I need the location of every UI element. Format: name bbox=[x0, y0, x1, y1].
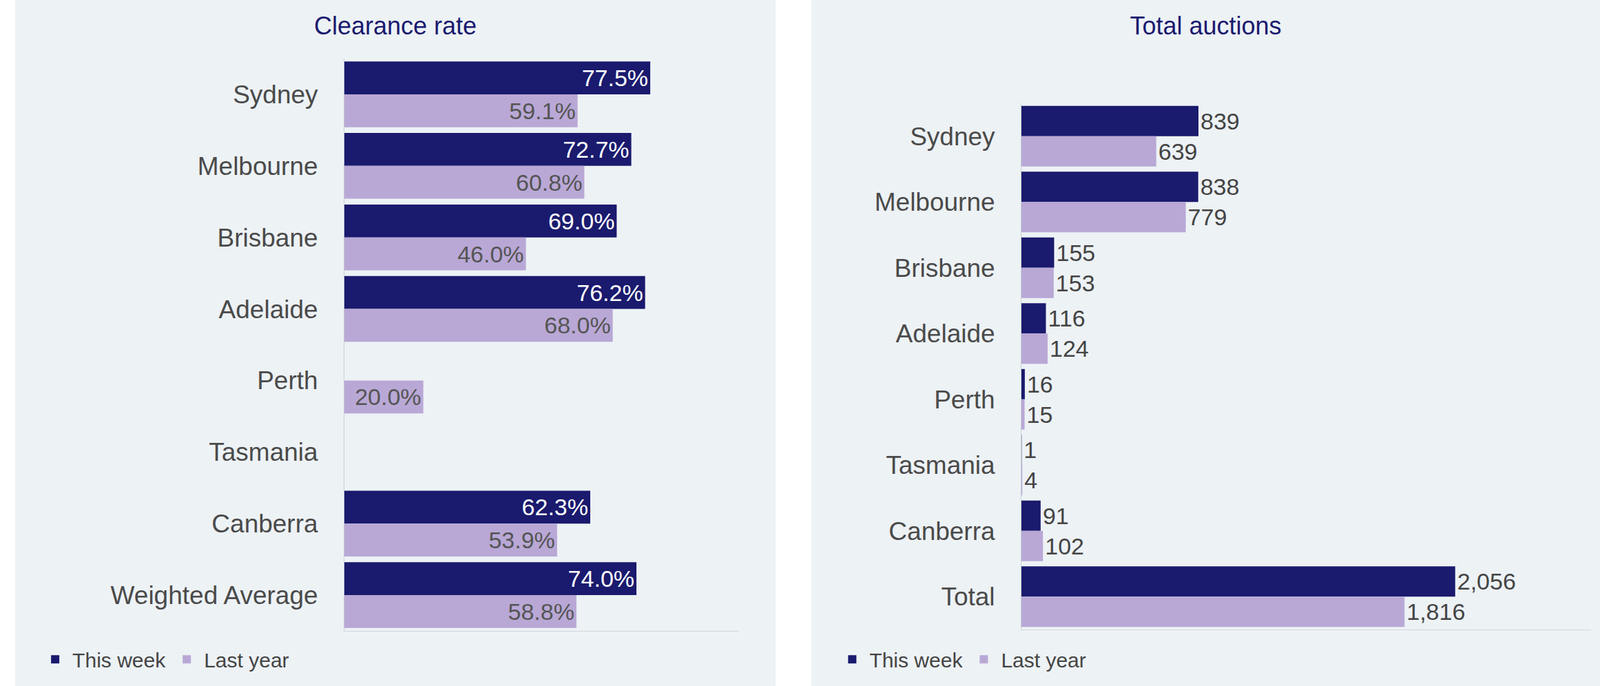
svg-text:74.0%: 74.0% bbox=[568, 565, 635, 592]
svg-text:60.8%: 60.8% bbox=[515, 169, 583, 196]
svg-text:Brisbane: Brisbane bbox=[894, 254, 996, 283]
svg-text:53.9%: 53.9% bbox=[488, 526, 555, 554]
svg-text:91: 91 bbox=[1042, 502, 1069, 529]
svg-text:Adelaide: Adelaide bbox=[219, 295, 319, 324]
svg-text:839: 839 bbox=[1200, 108, 1240, 135]
svg-text:2,056: 2,056 bbox=[1457, 568, 1516, 595]
svg-text:Perth: Perth bbox=[256, 366, 318, 395]
svg-text:1,816: 1,816 bbox=[1406, 598, 1466, 625]
svg-text:This week: This week bbox=[72, 648, 166, 672]
svg-text:153: 153 bbox=[1055, 269, 1096, 297]
svg-text:15: 15 bbox=[1026, 401, 1054, 428]
svg-text:779: 779 bbox=[1188, 203, 1228, 231]
svg-text:72.7%: 72.7% bbox=[562, 136, 629, 163]
svg-text:76.2%: 76.2% bbox=[576, 279, 643, 306]
svg-text:59.1%: 59.1% bbox=[508, 97, 576, 124]
svg-text:Canberra: Canberra bbox=[888, 517, 996, 546]
svg-text:Total auctions: Total auctions bbox=[1129, 11, 1282, 40]
svg-text:Tasmania: Tasmania bbox=[208, 438, 319, 467]
svg-text:Melbourne: Melbourne bbox=[874, 188, 996, 217]
svg-text:Brisbane: Brisbane bbox=[217, 223, 319, 253]
svg-text:Melbourne: Melbourne bbox=[197, 152, 319, 181]
svg-text:58.8%: 58.8% bbox=[508, 598, 575, 625]
svg-text:69.0%: 69.0% bbox=[548, 208, 615, 235]
svg-text:Sydney: Sydney bbox=[909, 122, 996, 151]
svg-text:Last year: Last year bbox=[1000, 648, 1086, 672]
svg-text:102: 102 bbox=[1044, 533, 1085, 560]
svg-text:Tasmania: Tasmania bbox=[885, 451, 996, 480]
svg-text:Sydney: Sydney bbox=[232, 80, 319, 109]
svg-text:This week: This week bbox=[869, 648, 963, 672]
svg-text:4: 4 bbox=[1024, 466, 1038, 494]
svg-text:Weighted Average: Weighted Average bbox=[110, 581, 319, 610]
svg-text:639: 639 bbox=[1158, 138, 1198, 165]
svg-text:Canberra: Canberra bbox=[211, 509, 319, 538]
svg-text:20.0%: 20.0% bbox=[354, 383, 421, 410]
svg-text:77.5%: 77.5% bbox=[582, 64, 649, 91]
svg-text:116: 116 bbox=[1048, 305, 1086, 332]
svg-text:Perth: Perth bbox=[933, 385, 995, 414]
svg-text:155: 155 bbox=[1055, 239, 1096, 266]
svg-text:1: 1 bbox=[1023, 436, 1037, 463]
svg-text:16: 16 bbox=[1026, 371, 1054, 398]
svg-text:838: 838 bbox=[1200, 173, 1240, 200]
svg-text:62.3%: 62.3% bbox=[522, 493, 589, 521]
svg-text:68.0%: 68.0% bbox=[544, 312, 611, 339]
svg-text:Adelaide: Adelaide bbox=[896, 319, 996, 348]
svg-text:124: 124 bbox=[1049, 335, 1089, 362]
svg-text:46.0%: 46.0% bbox=[457, 241, 524, 268]
svg-text:Last year: Last year bbox=[203, 648, 289, 672]
svg-text:Clearance rate: Clearance rate bbox=[314, 11, 477, 40]
svg-text:Total: Total bbox=[940, 582, 995, 611]
